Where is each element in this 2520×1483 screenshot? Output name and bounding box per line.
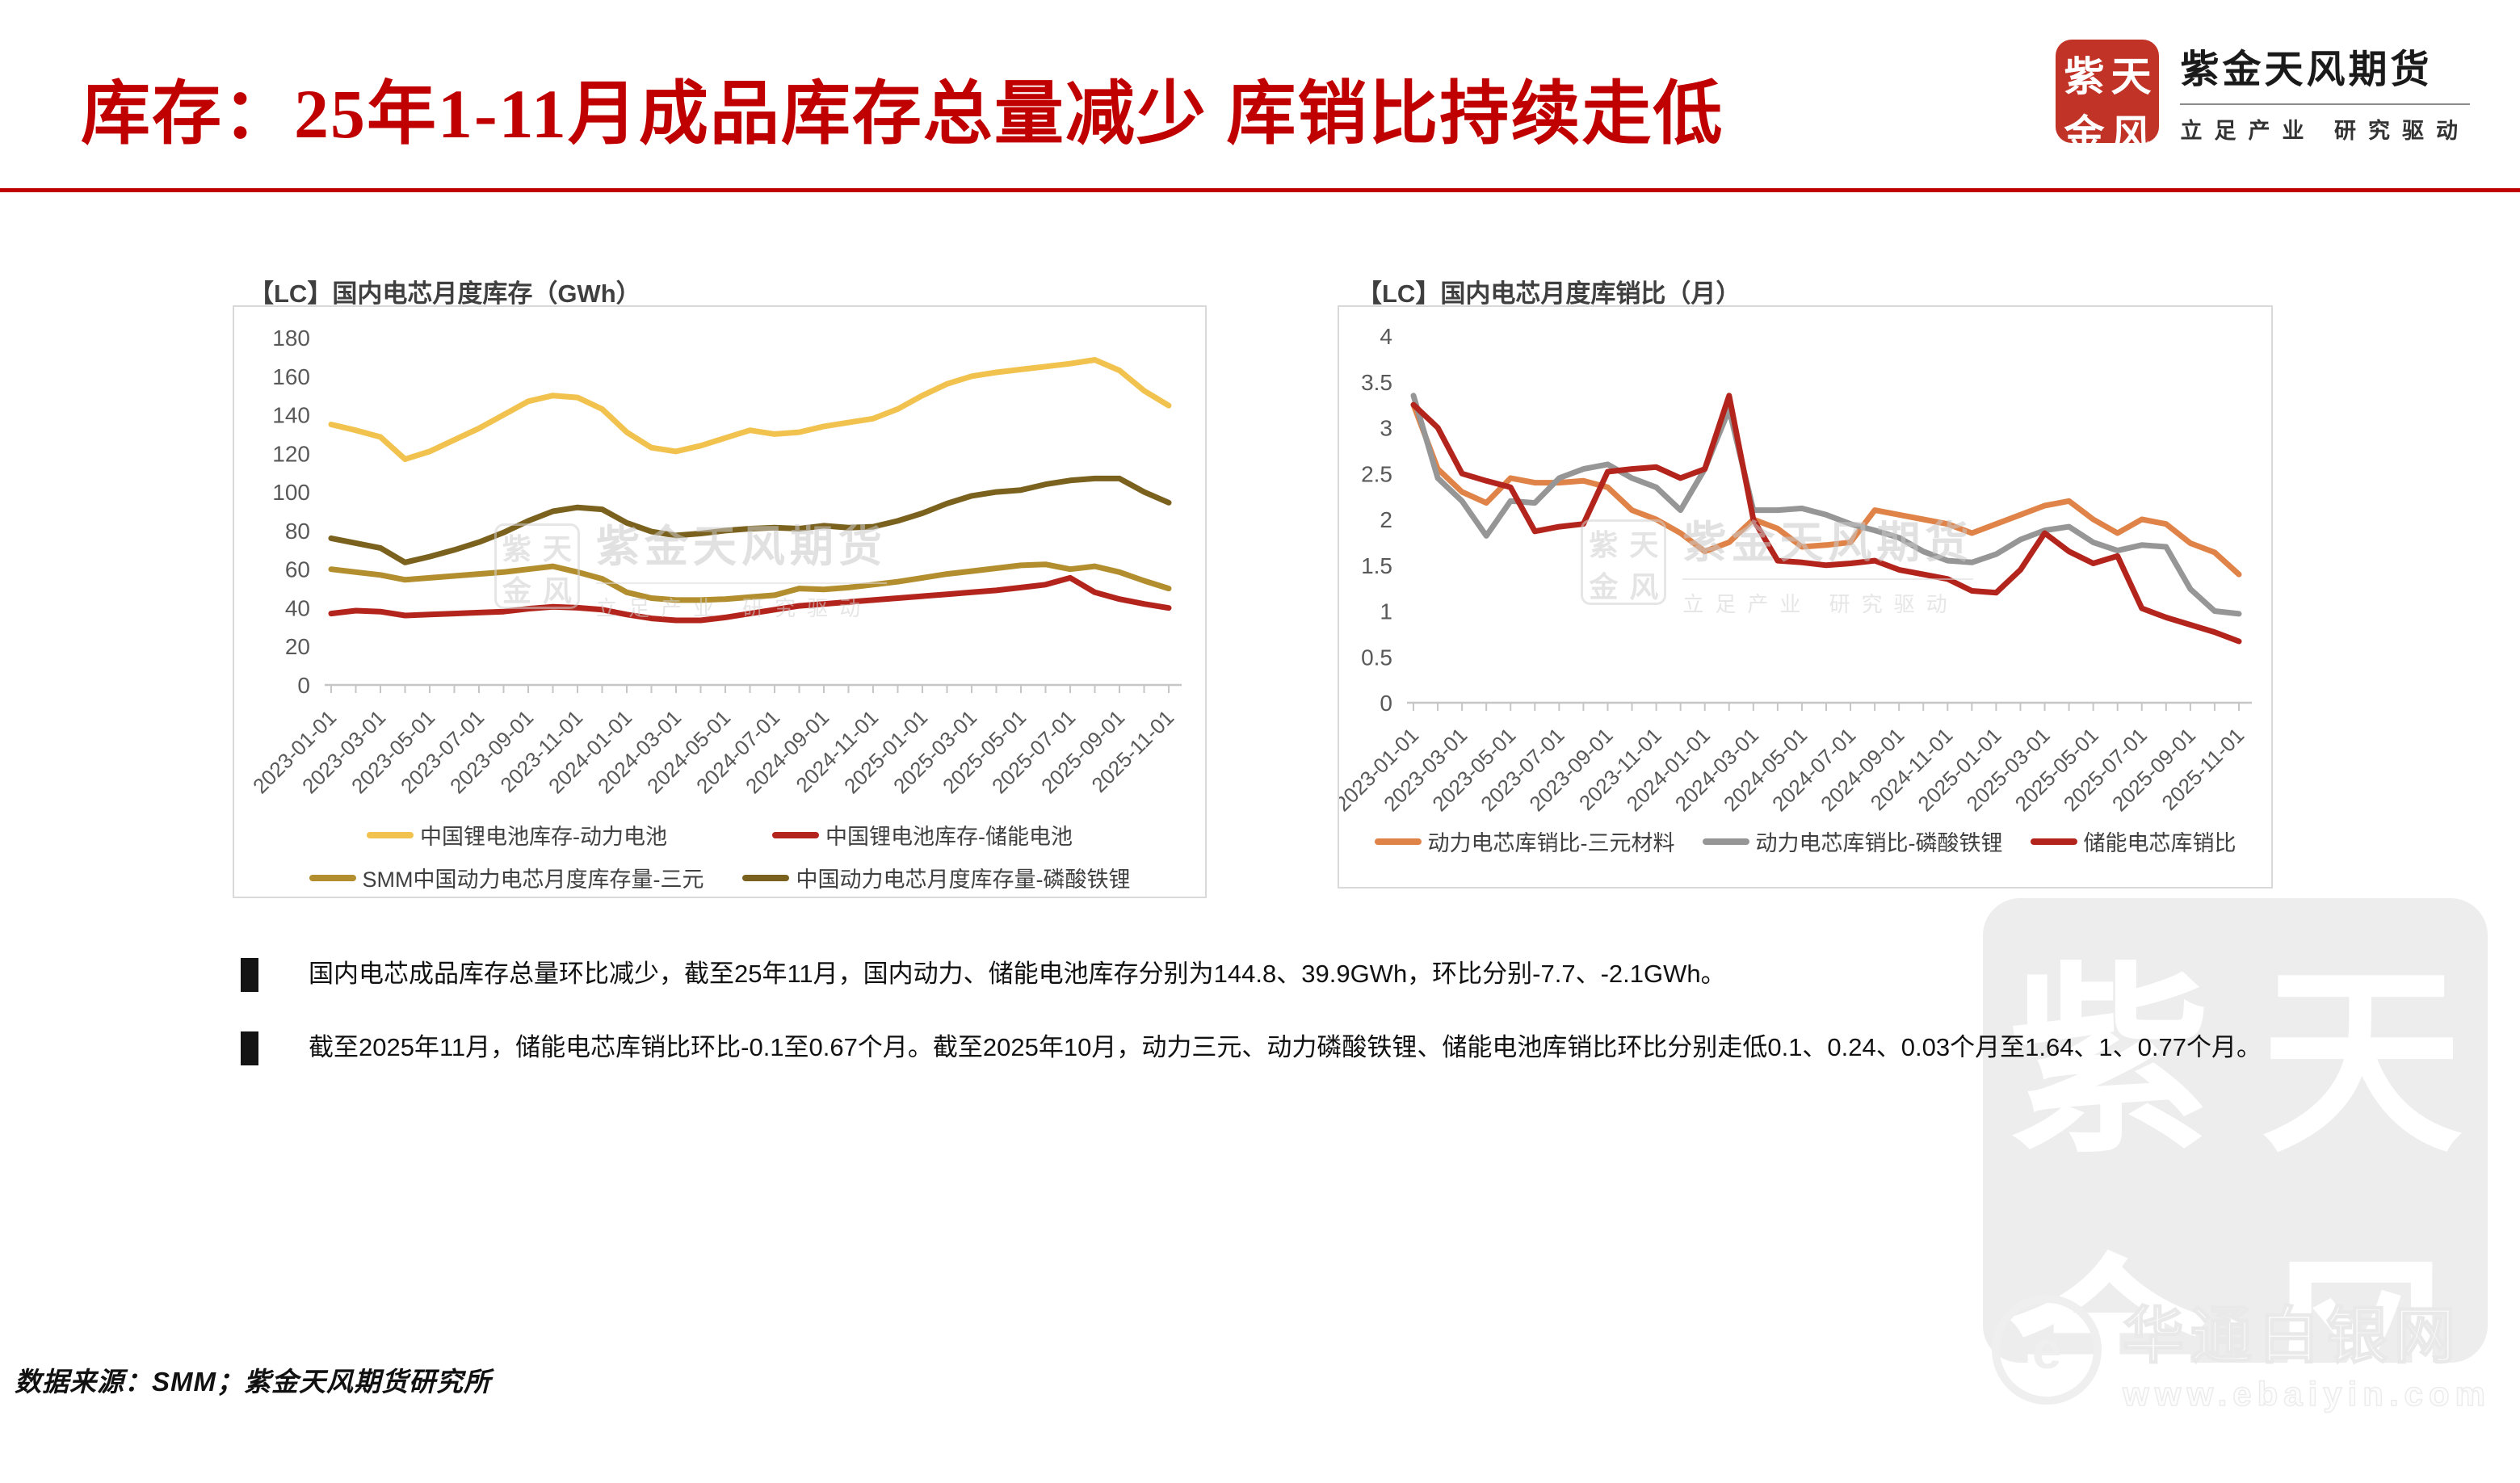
legend-label: 动力电芯库销比-三元材料 [1427, 831, 1675, 855]
legend-item: SMM中国动力电芯月度库存量-三元 [309, 862, 704, 893]
data-source-note: 数据来源：SMM；紫金天风期货研究所 [15, 1367, 491, 1397]
y-tick-label: 1.5 [1361, 553, 1392, 578]
bullet-item: 国内电芯成品库存总量环比减少，截至25年11月，国内动力、储能电池库存分别为14… [236, 937, 2336, 1010]
legend-swatch-icon [309, 874, 356, 881]
y-tick-label: 80 [285, 519, 310, 544]
legend-swatch-icon [2030, 838, 2077, 845]
site-logo-icon: e [1992, 1295, 2102, 1405]
bullet-item: 截至2025年11月，储能电芯库销比环比-0.1至0.67个月。截至2025年1… [236, 1010, 2336, 1084]
legend-label: 储能电芯库销比 [2083, 831, 2236, 855]
bullet-text: 截至2025年11月，储能电芯库销比环比-0.1至0.67个月。截至2025年1… [309, 1033, 2262, 1062]
bullet-marker-icon [241, 958, 258, 992]
legend-swatch-icon [772, 831, 819, 838]
page-title: 库存：25年1-11月成品库存总量减少 库销比持续走低 [81, 75, 1724, 153]
company-name: 紫金天风期货 [2180, 48, 2433, 91]
y-tick-label: 140 [272, 403, 310, 428]
legend-item: 中国锂电池库存-储能电池 [772, 819, 1073, 851]
seal-char: 金 [2064, 111, 2105, 158]
legend-label: 动力电芯库销比-磷酸铁锂 [1755, 831, 2003, 855]
legend-swatch-icon [1374, 838, 1422, 845]
line-chart-svg: 0204060801001201401601802023-01-012023-0… [248, 326, 1182, 798]
y-tick-label: 3 [1380, 416, 1392, 441]
legend-row: 动力电芯库销比-三元材料 动力电芯库销比-磷酸铁锂 储能电芯库销比 [1374, 826, 2236, 857]
site-url: www.ebaiyin.com [2122, 1374, 2491, 1414]
company-seal-icon: 紫 天 金 风 [2056, 39, 2160, 158]
site-watermark: e 华通白银网 www.ebaiyin.com [1992, 1286, 2491, 1414]
y-tick-label: 160 [272, 364, 310, 389]
series-中国动力电芯月度库存量-磷酸铁锂 [328, 475, 1172, 565]
title-divider [0, 188, 2520, 192]
y-tick-label: 4 [1380, 324, 1392, 349]
y-tick-label: 2 [1380, 507, 1392, 532]
chart-legend: 动力电芯库销比-三元材料 动力电芯库销比-磷酸铁锂 储能电芯库销比 [1339, 826, 2271, 857]
chart-title-ratio: 【LC】国内电芯月度库销比（月） [1357, 279, 1741, 308]
summary-bullets: 国内电芯成品库存总量环比减少，截至25年11月，国内动力、储能电池库存分别为14… [236, 937, 2336, 1085]
chart-title-inventory: 【LC】国内电芯月度库存（GWh） [249, 279, 641, 308]
series-储能电芯库销比 [1410, 393, 2242, 645]
legend-item: 中国锂电池库存-动力电池 [367, 819, 667, 851]
y-tick-label: 100 [272, 480, 310, 505]
legend-item: 动力电芯库销比-磷酸铁锂 [1702, 826, 2003, 857]
legend-item: 动力电芯库销比-三元材料 [1374, 826, 1675, 857]
y-tick-label: 0 [297, 673, 310, 698]
chart-legend: 中国锂电池库存-动力电池 中国锂电池库存-储能电池 SMM中国动力电芯月度库存量-三… [234, 819, 1205, 893]
series-中国锂电池库存-储能电池 [328, 574, 1172, 624]
legend-swatch-icon [1702, 838, 1749, 845]
company-logo: 紫 天 金 风 紫金天风期货 立足产业 研究驱动 [2056, 37, 2470, 158]
y-tick-label: 1 [1380, 599, 1392, 624]
legend-item: 中国动力电芯月度库存量-磷酸铁锂 [742, 862, 1130, 893]
y-tick-label: 3.5 [1361, 370, 1392, 395]
seal-char: 紫 [2064, 53, 2105, 99]
series-中国锂电池库存-动力电池 [328, 357, 1172, 462]
line-chart-svg: 00.511.522.533.542023-01-012023-03-01202… [1339, 324, 2252, 816]
legend-row: SMM中国动力电芯月度库存量-三元 中国动力电芯月度库存量-磷酸铁锂 [309, 862, 1130, 893]
bullet-text: 国内电芯成品库存总量环比减少，截至25年11月，国内动力、储能电池库存分别为14… [309, 960, 1726, 988]
seal-char: 风 [2110, 111, 2152, 158]
series-动力电芯库销比-磷酸铁锂 [1410, 393, 2242, 617]
series-SMM中国动力电芯月度库存量-三元 [328, 561, 1172, 603]
y-tick-label: 120 [272, 441, 310, 466]
site-name: 华通白银网 [2122, 1301, 2463, 1372]
legend-swatch-icon [367, 831, 414, 838]
seal-char: 紫 [2008, 953, 2211, 1177]
legend-label: 中国动力电芯月度库存量-磷酸铁锂 [796, 868, 1131, 892]
y-tick-label: 20 [285, 634, 310, 659]
seal-char: 天 [2110, 53, 2152, 99]
legend-item: 储能电芯库销比 [2030, 826, 2236, 857]
legend-swatch-icon [742, 874, 790, 881]
company-tagline: 立足产业 研究驱动 [2180, 119, 2470, 143]
legend-label: SMM中国动力电芯月度库存量-三元 [362, 868, 704, 892]
y-tick-label: 60 [285, 557, 310, 582]
legend-label: 中国锂电池库存-动力电池 [420, 825, 667, 849]
y-tick-label: 180 [272, 326, 310, 351]
legend-label: 中国锂电池库存-储能电池 [825, 825, 1073, 849]
y-tick-label: 0.5 [1361, 645, 1392, 670]
logo-divider [2180, 103, 2470, 105]
ratio-line-chart: 0 0.5 1 1.5 2 2.5 3 3.5 4 2023-01-01 2023-03-01 202… [1338, 305, 2273, 889]
inventory-line-chart: 0 20 40 60 80 100 120 140 160 180 2023-01-01 2023-0… [233, 305, 1207, 898]
y-tick-label: 40 [285, 595, 310, 620]
company-logo-text: 紫金天风期货 立足产业 研究驱动 [2180, 37, 2470, 145]
bullet-marker-icon [241, 1031, 258, 1066]
seal-char: 天 [2260, 953, 2463, 1177]
y-tick-label: 2.5 [1361, 461, 1392, 486]
legend-row: 中国锂电池库存-动力电池 中国锂电池库存-储能电池 [367, 819, 1073, 851]
y-tick-label: 0 [1380, 691, 1392, 716]
